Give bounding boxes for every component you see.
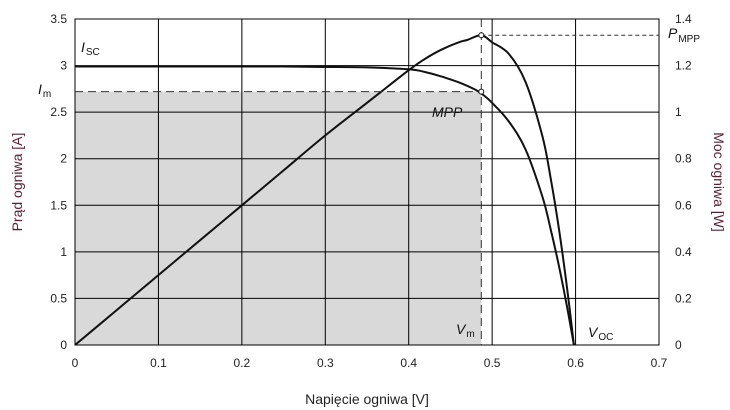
plot-frame xyxy=(74,18,660,346)
y2-axis-title: Moc ogniwa [W] xyxy=(711,132,727,232)
y-tick-label: 3 xyxy=(60,59,67,73)
tick-labels: 0 0.1 0.2 0.3 0.4 0.5 0.6 0.7 0 0.5 1 1.5 2 2.5 3 3.5 0 0… xyxy=(50,12,692,370)
voc-label: VOC xyxy=(588,324,613,343)
x-tick-label: 0.6 xyxy=(567,356,584,370)
y-tick-label: 2 xyxy=(60,152,67,166)
y2-tick-label: 0.4 xyxy=(675,245,692,259)
y2-tick-label: 1 xyxy=(675,105,682,119)
y2-tick-label: 1.4 xyxy=(675,12,692,26)
x-axis-title: Napięcie ogniwa [V] xyxy=(305,391,429,407)
y-tick-label: 2.5 xyxy=(50,105,67,119)
y-tick-label: 3.5 xyxy=(50,12,67,26)
y2-tick-label: 1.2 xyxy=(675,59,692,73)
y-tick-label: 1.5 xyxy=(50,198,67,212)
x-tick-label: 0.3 xyxy=(317,356,334,370)
pmpp-point-marker xyxy=(478,32,485,39)
y2-tick-label: 0 xyxy=(675,338,682,352)
y-tick-label: 0.5 xyxy=(50,291,67,305)
im-label: Im xyxy=(38,81,51,100)
y-tick-label: 0 xyxy=(60,338,67,352)
y-tick-label: 1 xyxy=(60,245,67,259)
x-tick-label: 0.1 xyxy=(150,356,167,370)
x-tick-label: 0 xyxy=(72,356,79,370)
y-axis-title: Prąd ogniwa [A] xyxy=(9,133,25,232)
isc-label: ISC xyxy=(81,39,100,58)
mpp-point-marker xyxy=(478,88,485,95)
x-tick-label: 0.4 xyxy=(400,356,417,370)
x-tick-label: 0.7 xyxy=(651,356,668,370)
x-tick-label: 0.2 xyxy=(234,356,251,370)
vm-label: Vm xyxy=(456,321,475,340)
mpp-label: MPP xyxy=(432,104,463,120)
current-curve xyxy=(75,65,575,346)
y2-tick-label: 0.6 xyxy=(675,198,692,212)
pmpp-label: PMPP xyxy=(668,25,700,45)
y2-tick-label: 0.2 xyxy=(675,291,692,305)
power-curve xyxy=(74,34,575,346)
y2-tick-label: 0.8 xyxy=(675,152,692,166)
mpp-rectangle-shading xyxy=(75,91,482,345)
x-tick-label: 0.5 xyxy=(484,356,501,370)
